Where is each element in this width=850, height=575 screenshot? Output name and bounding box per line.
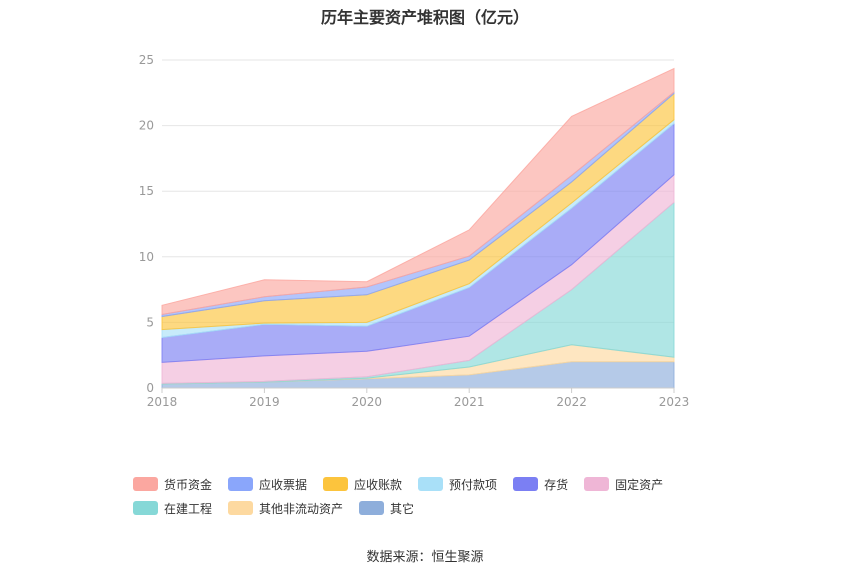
x-tick-label: 2021 (454, 395, 485, 409)
legend-swatch (584, 477, 610, 491)
legend-item[interactable]: 在建工程 (133, 496, 212, 520)
legend-item[interactable]: 其他非流动资产 (228, 496, 343, 520)
legend: 货币资金 应收票据 应收账款 预付款项 存货 固定资产在建工程 其他非流动资产 其它 (133, 472, 753, 520)
legend-label: 其它 (390, 501, 415, 516)
legend-swatch (513, 477, 539, 491)
area-series (161, 67, 675, 389)
x-tick-label: 2019 (249, 395, 280, 409)
legend-item[interactable]: 固定资产 (584, 472, 663, 496)
data-source: 数据来源：恒生聚源 (366, 550, 484, 565)
y-tick-label: 15 (139, 184, 154, 198)
stacked-area-chart: 0 5 10 15 20 25 2018 2019 2020 2021 2022 2023 (139, 53, 690, 409)
legend-swatch (418, 477, 444, 491)
legend-swatch (133, 477, 158, 491)
legend-swatch (228, 501, 254, 515)
legend-swatch (228, 477, 254, 491)
legend-item[interactable]: 应收票据 (228, 472, 307, 496)
legend-item[interactable]: 货币资金 (133, 472, 212, 496)
legend-label: 预付款项 (449, 477, 498, 492)
axes: 0 5 10 15 20 25 2018 2019 2020 2021 2022 2023 (139, 53, 690, 409)
legend-label: 应收票据 (259, 477, 308, 492)
area-货币资金[interactable] (161, 67, 675, 316)
x-tick-label: 2022 (556, 395, 587, 409)
chart-title: 历年主要资产堆积图（亿元） (320, 8, 529, 27)
x-tick-label: 2020 (352, 395, 383, 409)
legend-item[interactable]: 应收账款 (323, 472, 402, 496)
y-tick-label: 0 (146, 381, 154, 395)
legend-label: 应收账款 (354, 477, 403, 492)
legend-label: 在建工程 (164, 501, 213, 516)
legend-item[interactable]: 其它 (359, 496, 414, 520)
legend-swatch (359, 501, 385, 515)
legend-item[interactable]: 预付款项 (418, 472, 497, 496)
legend-swatch (133, 501, 158, 515)
y-tick-label: 5 (146, 315, 154, 329)
y-tick-label: 25 (139, 53, 154, 67)
legend-label: 存货 (544, 477, 569, 492)
legend-label: 货币资金 (164, 477, 213, 492)
legend-swatch (323, 477, 349, 491)
legend-label: 固定资产 (615, 477, 664, 492)
x-tick-label: 2023 (659, 395, 690, 409)
legend-label: 其他非流动资产 (259, 501, 344, 516)
x-tick-label: 2018 (147, 395, 178, 409)
y-tick-label: 10 (139, 250, 154, 264)
legend-item[interactable]: 存货 (513, 472, 568, 496)
y-tick-label: 20 (139, 119, 154, 133)
